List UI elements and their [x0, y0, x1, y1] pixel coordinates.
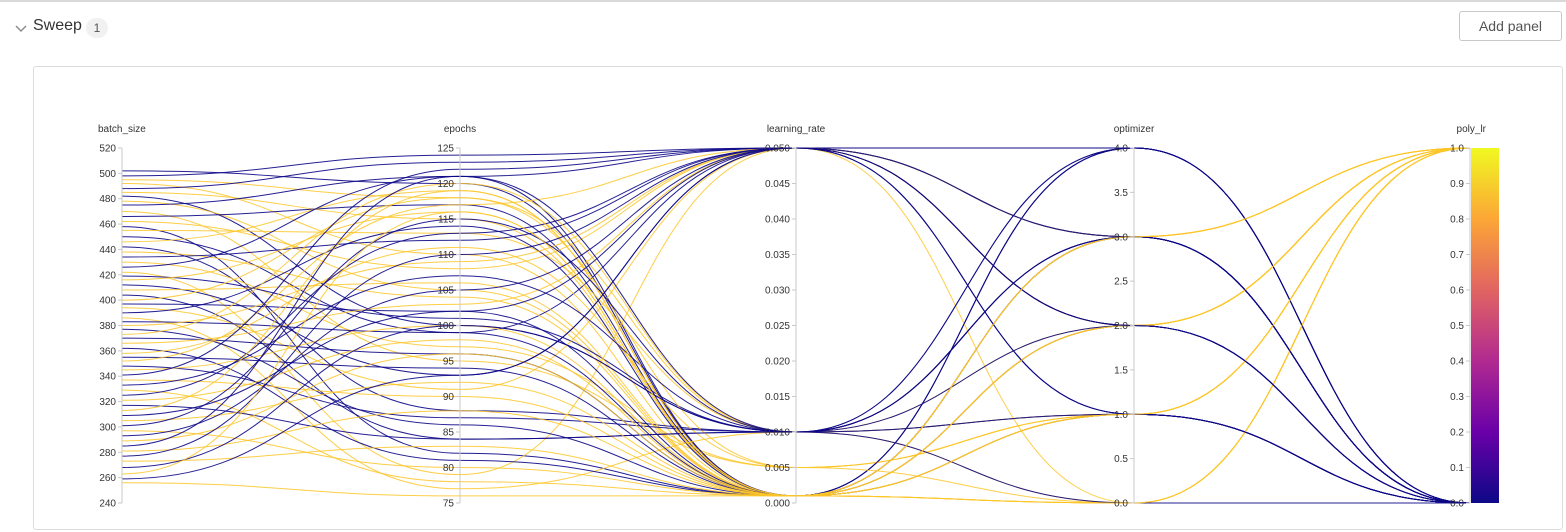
- tick-label: 105: [437, 286, 454, 297]
- tick-label: 0.025: [765, 321, 790, 332]
- axis-title: batch_size: [98, 124, 146, 135]
- tick-label: 0.9: [1450, 179, 1464, 190]
- parallel-coordinates-panel: batch_size 520 500 480 460 440 420 400 380 360 340…: [33, 66, 1563, 530]
- tick-label: 3.0: [1114, 232, 1128, 243]
- axis-title: optimizer: [1114, 124, 1155, 135]
- tick-label: 0.6: [1450, 286, 1464, 297]
- tick-label: 0.050: [765, 144, 790, 155]
- tick-label: 0.4: [1450, 357, 1464, 368]
- section-title[interactable]: Sweep: [33, 17, 82, 34]
- tick-label: 280: [99, 448, 116, 459]
- tick-label: 125: [437, 144, 454, 155]
- axis-title: poly_lr: [1457, 124, 1487, 135]
- run-line: [121, 147, 1471, 497]
- tick-label: 0.010: [765, 428, 790, 439]
- tick-label: 0.0: [1450, 499, 1464, 510]
- axis-epochs[interactable]: epochs 125 120 115 110 105 100 95 90 85 80 75: [437, 124, 476, 510]
- axis-title: epochs: [444, 124, 476, 135]
- axis-poly-lr[interactable]: poly_lr 1.0 0.9 0.8 0.7 0.6 0.5 0.4 0.3 0.2 0.1 0.0: [1450, 124, 1487, 510]
- tick-label: 240: [99, 499, 116, 510]
- tick-label: 0.5: [1450, 321, 1464, 332]
- tick-label: 0.035: [765, 250, 790, 261]
- tick-label: 1.0: [1450, 144, 1464, 155]
- tick-label: 2.0: [1114, 321, 1128, 332]
- tick-label: 0.3: [1450, 392, 1464, 403]
- run-line: [121, 147, 1471, 504]
- tick-label: 460: [99, 220, 116, 231]
- tick-label: 0.020: [765, 357, 790, 368]
- parallel-coordinates-chart[interactable]: batch_size 520 500 480 460 440 420 400 380 360 340…: [34, 67, 1562, 529]
- section-header: Sweep 1 Add panel: [0, 10, 1566, 46]
- run-line: [121, 236, 1471, 504]
- tick-label: 115: [438, 215, 454, 226]
- tick-label: 85: [443, 428, 455, 439]
- tick-label: 4.0: [1114, 144, 1128, 155]
- tick-label: 0.1: [1450, 463, 1464, 474]
- chevron-down-icon[interactable]: [15, 22, 27, 34]
- run-line: [121, 147, 1471, 497]
- panel-count-badge: 1: [86, 18, 108, 38]
- tick-label: 75: [443, 499, 455, 510]
- tick-label: 3.5: [1114, 188, 1128, 199]
- tick-label: 2.5: [1114, 277, 1128, 288]
- tick-label: 1.0: [1114, 410, 1128, 421]
- run-lines: [121, 147, 1471, 504]
- tick-label: 0.015: [765, 392, 790, 403]
- tick-label: 90: [443, 392, 455, 403]
- tick-label: 360: [99, 346, 116, 357]
- tick-label: 480: [99, 194, 116, 205]
- tick-label: 0.5: [1114, 454, 1128, 465]
- tick-label: 440: [99, 245, 116, 256]
- tick-label: 1.5: [1114, 365, 1128, 376]
- tick-label: 0.0: [1114, 499, 1128, 510]
- tick-label: 320: [99, 397, 116, 408]
- axis-title: learning_rate: [767, 124, 826, 135]
- tick-label: 500: [99, 169, 116, 180]
- tick-label: 0.030: [765, 286, 790, 297]
- tick-label: 0.045: [765, 179, 790, 190]
- tick-label: 95: [443, 357, 455, 368]
- colorbar: [1471, 148, 1499, 503]
- top-divider: [0, 0, 1566, 2]
- tick-label: 400: [99, 296, 116, 307]
- tick-label: 520: [99, 144, 116, 155]
- tick-label: 420: [99, 270, 116, 281]
- tick-label: 0.040: [765, 215, 790, 226]
- tick-label: 0.8: [1450, 215, 1464, 226]
- axis-batch-size[interactable]: batch_size 520 500 480 460 440 420 400 380 360 340…: [98, 124, 146, 510]
- tick-label: 300: [99, 422, 116, 433]
- tick-label: 0.000: [765, 499, 790, 510]
- tick-label: 80: [443, 463, 455, 474]
- tick-label: 260: [99, 473, 116, 484]
- tick-label: 120: [437, 179, 454, 190]
- axis-learning-rate[interactable]: learning_rate 0.050 0.045 0.040 0.035 0.030 0.…: [765, 124, 826, 510]
- tick-label: 380: [99, 321, 116, 332]
- tick-label: 0.005: [765, 463, 790, 474]
- tick-label: 340: [99, 372, 116, 383]
- tick-label: 110: [438, 250, 454, 261]
- add-panel-button[interactable]: Add panel: [1459, 11, 1562, 41]
- tick-label: 0.7: [1450, 250, 1464, 261]
- tick-label: 100: [437, 321, 454, 332]
- run-line: [121, 147, 1471, 497]
- axis-optimizer[interactable]: optimizer 4.0 3.5 3.0 2.5 2.0 1.5 1.0 0.5 0.0: [1114, 124, 1155, 510]
- tick-label: 0.2: [1450, 428, 1464, 439]
